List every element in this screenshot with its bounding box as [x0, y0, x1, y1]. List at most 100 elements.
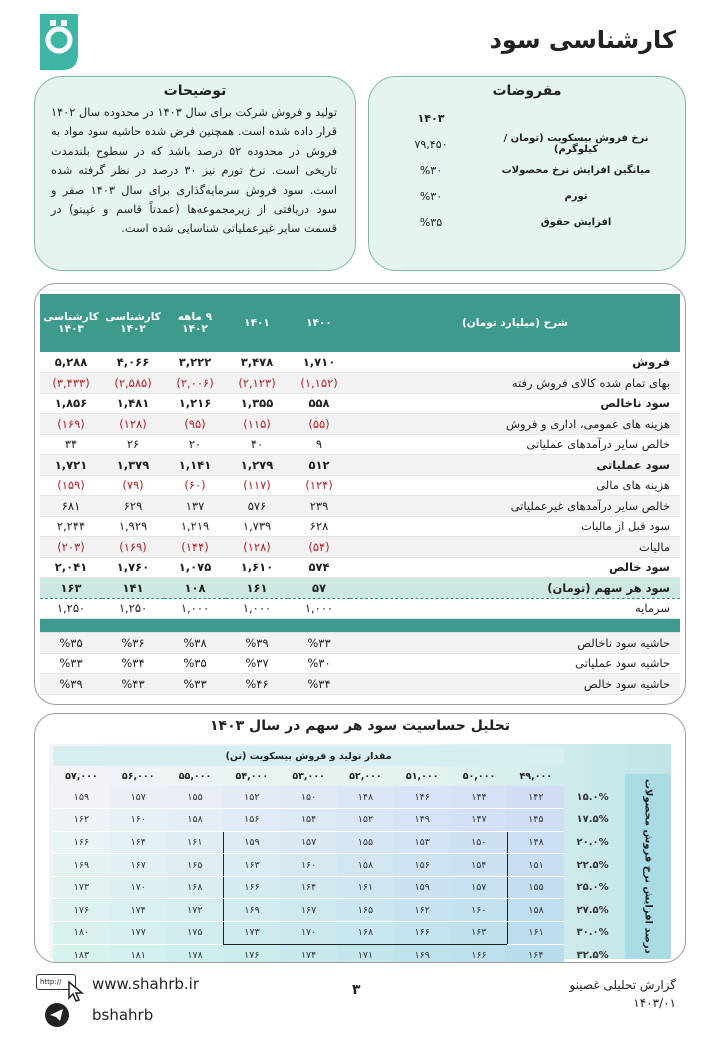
table-row: سود عملیاتی ۵۱۲ ۱,۲۷۹ ۱,۱۴۱ ۱,۳۷۹ ۱,۷۲۱	[40, 454, 680, 476]
cell: ۲,۰۴۱	[40, 557, 102, 578]
cell: ۵۵۸	[288, 393, 350, 414]
sens-cell: ۱۷۵	[166, 921, 224, 945]
row-label: ۲۲.۵%	[576, 859, 609, 871]
sens-row: ۲۲.۵% ۱۵۱ ۱۵۴ ۱۵۶ ۱۵۸ ۱۶۰ ۱۶۳ ۱۶۵ ۱۶۷ ۱۶۹	[53, 853, 621, 877]
sens-cell: ۱۵۷	[450, 876, 508, 900]
sens-cell: ۱۶۵	[166, 853, 224, 877]
sens-cell: ۱۵۲	[223, 786, 281, 810]
handle: bshahrb	[92, 1006, 154, 1024]
footer-left: گزارش تحلیلی غصینو ۱۴۰۳/۰۱	[569, 976, 676, 1012]
main-card: شرح (میلیارد تومان) ۱۴۰۰ ۱۴۰۱ ۹ ماهه ۱۴۰۲ کا…	[34, 283, 686, 705]
row-label: سود عملیاتی	[350, 454, 680, 476]
cell: (۱۱۵)	[226, 413, 288, 435]
cell: ۱,۹۲۹	[102, 516, 164, 537]
column-header: کارشناسی ۱۴۰۳	[40, 294, 102, 352]
cell: ۶۲۸	[288, 516, 350, 537]
cell: ۳۴	[40, 434, 102, 455]
cell: ۱,۷۳۹	[226, 516, 288, 537]
row-label: سود قبل از مالیات	[350, 516, 680, 537]
sens-cell: ۱۴۵	[507, 808, 565, 832]
cell: (۱۵۹)	[40, 475, 102, 496]
table-row: سرمایه ۱,۰۰۰ ۱,۰۰۰ ۱,۰۰۰ ۱,۲۵۰ ۱,۲۵۰	[40, 598, 680, 619]
assumption-row: تورم %۳۰	[381, 183, 671, 209]
table-row: هزینه های عمومی، اداری و فروش (۵۵) (۱۱۵) (۹…	[40, 413, 680, 435]
url-icon: http://	[36, 974, 76, 990]
report-name: گزارش تحلیلی غصینو	[569, 978, 676, 992]
col-axis-label: مقدار تولید و فروش بیسکویت (تن)	[53, 746, 565, 766]
sens-cell: ۱۶۴	[507, 944, 565, 962]
column-header: کارشناسی ۱۴۰۲	[102, 294, 164, 352]
sens-cell: ۱۷۲	[166, 898, 224, 923]
sens-cell: ۱۷۴	[109, 898, 167, 923]
sensitivity-card: تحلیل حساسیت سود هر سهم در سال ۱۴۰۳ درصد…	[34, 713, 686, 963]
corner	[564, 766, 621, 786]
sensitivity-title: تحلیل حساسیت سود هر سهم در سال ۱۴۰۳	[209, 718, 511, 734]
sens-cell: ۱۵۶	[223, 808, 281, 832]
column-header: ۱۴۰۱	[226, 294, 288, 352]
assumption-label: تورم	[564, 190, 588, 202]
sens-cell: ۱۶۲	[393, 898, 451, 923]
cell: (۲,۵۸۵)	[102, 372, 164, 394]
cell: %۳۴	[102, 653, 164, 674]
sens-cell: ۱۵۱	[507, 853, 565, 877]
assumption-value: ۷۹,۴۵۰	[414, 137, 448, 151]
cell: %۳۳	[288, 632, 350, 654]
sens-cell: ۱۴۶	[393, 786, 451, 810]
sens-cell: ۱۷۶	[53, 898, 110, 923]
cell: ۲۶	[102, 434, 164, 455]
sens-cell: ۱۶۰	[109, 808, 167, 832]
cell: ۳,۲۲۲	[164, 352, 226, 373]
assumption-row: ۱۴۰۳	[381, 105, 671, 131]
cell: ۹	[288, 434, 350, 455]
sens-cell: ۱۵۹	[53, 786, 110, 810]
column-header: ۱۴۰۰	[288, 294, 350, 352]
assumptions-table: ۱۴۰۳ نرخ فروش بیسکویت (تومان / کیلوگرم) ۷۹…	[381, 105, 671, 235]
cell: ۲۰	[164, 434, 226, 455]
separator-row	[40, 618, 680, 633]
cursor-icon	[68, 980, 85, 1002]
cell: ۱۴۱	[102, 577, 164, 599]
cell: %۳۳	[164, 673, 226, 695]
cell: (۱۶۹)	[102, 536, 164, 558]
column-label: ۵۶,۰۰۰	[121, 770, 155, 782]
sens-cell: ۱۶۱	[337, 876, 394, 900]
sens-cell: ۱۵۹	[393, 876, 451, 900]
sens-cell: ۱۶۶	[53, 831, 110, 855]
cell: ۵,۲۸۸	[40, 352, 102, 373]
cell: %۳۰	[288, 653, 350, 674]
column-label: ۵۰,۰۰۰	[462, 770, 496, 782]
sens-cell: ۱۶۲	[53, 808, 110, 832]
sens-cell: ۱۶۵	[337, 898, 394, 923]
sens-cell: ۱۷۷	[109, 921, 167, 945]
table-row: خالص سایر درآمدهای عملیاتی ۹ ۴۰ ۲۰ ۲۶ ۳۴	[40, 434, 680, 455]
sens-cell: ۱۶۹	[222, 898, 281, 923]
cell: %۳۴	[288, 673, 350, 695]
sens-cell: ۱۵۴	[280, 808, 338, 832]
row-label: فروش	[350, 352, 680, 373]
row-label: حاشیه سود عملیاتی	[350, 653, 680, 674]
cell: %۳۵	[164, 653, 226, 674]
cell: ۶۲۹	[102, 495, 164, 517]
cell: ۴۰	[226, 434, 288, 455]
cell: ۵۷۶	[226, 495, 288, 517]
column-header: شرح (میلیارد تومان)	[350, 294, 680, 352]
assumption-label: افزایش حقوق	[540, 216, 612, 228]
sens-cell: ۱۵۰	[280, 786, 338, 810]
cell: ۲,۲۴۴	[40, 516, 102, 537]
sens-cell: ۱۶۸	[337, 921, 394, 945]
cell: %۳۶	[102, 632, 164, 654]
sens-cell: ۱۵۳	[393, 830, 451, 855]
cell: %۳۹	[226, 632, 288, 654]
axis-row: مقدار تولید و فروش بیسکویت (تن)	[53, 746, 621, 766]
row-label: مالیات	[350, 536, 680, 558]
cell: ۱,۸۵۶	[40, 393, 102, 414]
sens-cell: ۱۵۰	[450, 830, 508, 855]
table-row: مالیات (۵۴) (۱۲۸) (۱۴۴) (۱۶۹) (۲۰۳)	[40, 536, 680, 558]
sens-cell: ۱۶۶	[450, 944, 508, 962]
sens-cell: ۱۶۸	[166, 876, 224, 900]
page-number: ۳	[352, 982, 361, 998]
cell: (۲,۰۰۶)	[164, 372, 226, 394]
sens-cell: ۱۷۸	[166, 944, 224, 962]
cell: ۱,۲۷۹	[226, 454, 288, 476]
